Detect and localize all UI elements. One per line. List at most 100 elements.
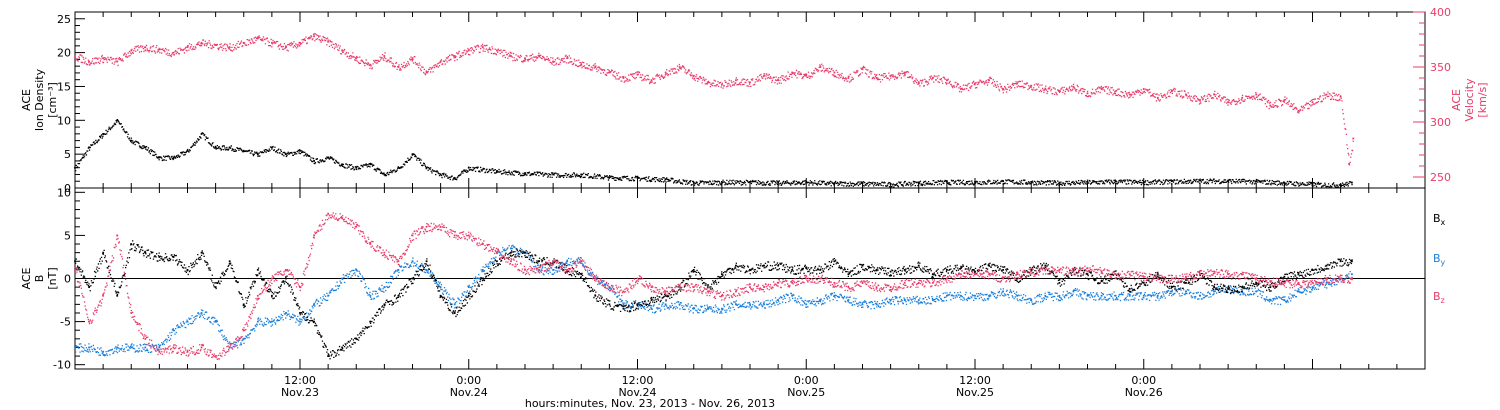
by-texture	[75, 244, 1353, 357]
density-point	[214, 146, 217, 149]
velocity-point	[636, 73, 639, 76]
bz-point	[791, 281, 794, 284]
by-point	[1350, 273, 1353, 276]
velocity-point	[1255, 93, 1258, 96]
velocity-point	[102, 57, 105, 60]
bx-point	[833, 260, 836, 263]
bx-point	[130, 243, 133, 245]
bz-point	[636, 277, 639, 280]
by-point	[622, 303, 625, 306]
velocity-point	[1128, 93, 1131, 96]
bz-point	[256, 294, 259, 297]
bx-point	[200, 251, 203, 254]
by-point	[1086, 294, 1089, 297]
density-point	[1255, 180, 1258, 183]
velocity-point	[1199, 99, 1201, 101]
bz-point	[214, 355, 217, 357]
bx-point	[720, 273, 723, 276]
density-tick-label: 20	[57, 47, 71, 60]
density-tick-label: 25	[57, 13, 71, 26]
velocity-tick-label: 300	[1430, 116, 1451, 129]
velocity-point	[791, 71, 794, 74]
bz-point	[200, 346, 203, 349]
density-texture	[75, 119, 1353, 189]
by-point	[1156, 294, 1159, 297]
bx-point	[1170, 286, 1173, 289]
bx-point	[383, 303, 386, 306]
bx-point	[1086, 273, 1089, 276]
by-point	[88, 346, 90, 349]
velocity-axis-label: [km/s]	[1476, 82, 1489, 117]
x-tick-time-label: 0:00	[456, 374, 481, 387]
b-tick-label: -5	[60, 316, 71, 329]
by-point	[1128, 294, 1131, 297]
velocity-point	[144, 46, 147, 49]
bz-point	[453, 234, 456, 237]
bx-point	[186, 268, 189, 271]
bx-point	[594, 294, 597, 297]
bx-point	[341, 346, 344, 349]
by-point	[397, 268, 400, 271]
density-point	[74, 166, 76, 169]
bz-point	[1170, 277, 1173, 280]
bx-point	[1058, 281, 1061, 284]
bz-point	[1199, 273, 1201, 276]
bx-point	[622, 307, 625, 310]
velocity-point	[1002, 88, 1005, 90]
bz-point	[566, 268, 569, 271]
by-point	[749, 303, 751, 306]
by-point	[1325, 281, 1328, 284]
bx-point	[1128, 287, 1131, 290]
by-point	[144, 346, 147, 349]
velocity-point	[594, 66, 597, 68]
bx-point	[425, 260, 428, 263]
velocity-point	[467, 49, 470, 52]
by-point	[945, 294, 948, 297]
bx-point	[777, 264, 780, 267]
bz-point	[102, 294, 105, 297]
bx-point	[144, 251, 147, 254]
bx-point	[1016, 277, 1019, 280]
bz-texture	[75, 212, 1353, 360]
b-tick-label: 5	[64, 229, 71, 242]
bx-point	[467, 294, 470, 297]
x-tick-time-label: 0:00	[794, 374, 819, 387]
velocity-point	[538, 55, 540, 57]
bx-point	[580, 273, 583, 276]
top-panel-frame	[74, 11, 1426, 189]
bx-point	[313, 320, 315, 323]
velocity-point	[749, 81, 751, 84]
density-point	[285, 153, 287, 156]
by-point	[805, 303, 808, 306]
bx-point	[439, 294, 442, 297]
bx-point	[1072, 268, 1075, 271]
bz-point	[847, 286, 850, 289]
velocity-point	[847, 77, 850, 79]
bz-point	[1100, 270, 1103, 273]
velocity-point	[1058, 90, 1061, 93]
bx-point	[285, 277, 287, 280]
x-tick-time-label: 12:00	[284, 374, 316, 387]
by-point	[875, 303, 878, 306]
x-tick-time-label: 0:00	[1131, 374, 1156, 387]
bz-point	[903, 281, 906, 284]
bx-point	[889, 270, 892, 273]
bx-point	[791, 268, 794, 271]
density-point	[299, 149, 301, 152]
by-point	[1044, 294, 1047, 297]
velocity-axis-label: Velocity	[1463, 78, 1476, 122]
bz-point	[650, 286, 653, 289]
bz-point	[270, 277, 273, 280]
density-point	[341, 163, 344, 166]
density-point	[116, 119, 119, 122]
velocity-point	[1352, 137, 1355, 140]
velocity-tick-label: 400	[1430, 6, 1451, 19]
bz-point	[313, 234, 315, 237]
by-point	[453, 303, 456, 306]
velocity-point	[622, 77, 625, 79]
b-tick-label: 10	[57, 186, 71, 199]
velocity-axis-label: ACE	[1450, 89, 1463, 111]
by-point	[974, 294, 976, 297]
density-axis-label: ACE	[20, 89, 33, 111]
velocity-point	[566, 57, 569, 60]
